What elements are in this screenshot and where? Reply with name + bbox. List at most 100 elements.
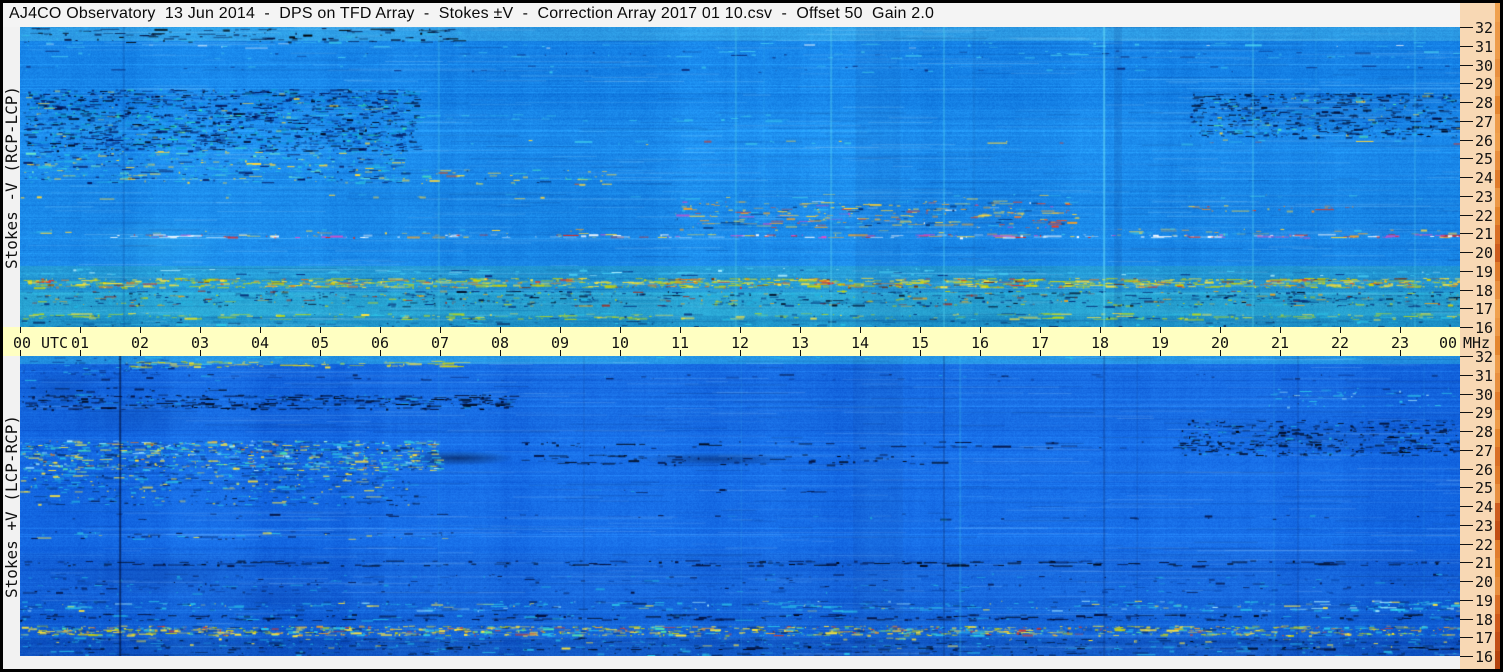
time-tick bbox=[860, 327, 861, 333]
frequency-label: 27 bbox=[1475, 113, 1494, 131]
spectrogram-top-panel bbox=[20, 27, 1460, 327]
frequency-tick bbox=[1460, 290, 1473, 291]
correction-strip-segment bbox=[1495, 613, 1500, 632]
time-tick bbox=[440, 327, 441, 333]
frequency-scale: 32 31 30 29 28 27 26 25 24 23 22 21 20 19 18 17 16 32 31 30… bbox=[1460, 3, 1500, 669]
frequency-tick bbox=[1460, 215, 1473, 216]
frequency-label: 26 bbox=[1475, 132, 1494, 150]
time-tick bbox=[320, 327, 321, 333]
correction-strip-segment bbox=[1495, 484, 1500, 503]
title-bar: AJ4CO Observatory 13 Jun 2014 - DPS on T… bbox=[3, 3, 1460, 27]
time-tick bbox=[260, 327, 261, 333]
frequency-label: 27 bbox=[1475, 442, 1494, 460]
correction-strip-segment bbox=[1495, 206, 1500, 225]
frequency-label: 24 bbox=[1475, 498, 1494, 516]
time-label: 06 bbox=[370, 334, 390, 352]
correction-strip-segment bbox=[1495, 410, 1500, 429]
correction-strip-segment bbox=[1495, 595, 1500, 614]
left-axis-top: Stokes -V (RCP-LCP) bbox=[3, 27, 21, 327]
frequency-label: 20 bbox=[1475, 573, 1494, 591]
time-label: 11 bbox=[670, 334, 690, 352]
correction-strip-segment bbox=[1495, 447, 1500, 466]
frequency-tick bbox=[1460, 656, 1473, 657]
frequency-label: 29 bbox=[1475, 75, 1494, 93]
correction-strip-segment bbox=[1495, 21, 1500, 40]
frequency-label: 23 bbox=[1475, 188, 1494, 206]
time-tick bbox=[140, 350, 141, 356]
frequency-label: 16 bbox=[1475, 648, 1494, 666]
frequency-label: 26 bbox=[1475, 461, 1494, 479]
time-axis: 00 01 02 03 04 05 06 07 08 09 10 11 12 13 14 15 16 17 18 19… bbox=[3, 327, 1461, 356]
left-axis-bottom: Stokes +V (LCP-RCP) bbox=[2, 356, 21, 656]
time-tick bbox=[1400, 327, 1401, 333]
time-tick bbox=[860, 350, 861, 356]
time-tick bbox=[980, 350, 981, 356]
time-label: 01 bbox=[70, 334, 90, 352]
time-tick bbox=[560, 350, 561, 356]
frequency-label: 22 bbox=[1475, 536, 1494, 554]
time-label: 00 bbox=[1438, 334, 1457, 352]
frequency-tick bbox=[1460, 469, 1473, 470]
frequency-tick bbox=[1460, 196, 1473, 197]
time-label: 05 bbox=[310, 334, 330, 352]
frequency-tick bbox=[1460, 487, 1473, 488]
frequency-tick bbox=[1460, 327, 1473, 328]
correction-strip-segment bbox=[1495, 114, 1500, 133]
frequency-tick bbox=[1460, 102, 1473, 103]
time-tick bbox=[920, 327, 921, 333]
correction-strip-segment bbox=[1495, 262, 1500, 281]
frequency-tick bbox=[1460, 600, 1473, 601]
correction-strip-segment bbox=[1495, 132, 1500, 151]
frequency-label: 21 bbox=[1475, 225, 1494, 243]
correction-strip-segment bbox=[1495, 299, 1500, 318]
frequency-tick bbox=[1460, 121, 1473, 122]
correction-strip-segment bbox=[1495, 169, 1500, 188]
time-label: 02 bbox=[130, 334, 150, 352]
time-label: 00 bbox=[13, 334, 32, 352]
time-tick bbox=[1340, 350, 1341, 356]
correction-color-strip bbox=[1495, 3, 1500, 669]
time-label: 23 bbox=[1390, 334, 1410, 352]
frequency-tick bbox=[1460, 525, 1473, 526]
time-tick bbox=[1280, 327, 1281, 333]
time-tick bbox=[1100, 350, 1101, 356]
time-label: 17 bbox=[1030, 334, 1050, 352]
frequency-tick bbox=[1460, 637, 1473, 638]
time-tick bbox=[1160, 327, 1161, 333]
time-label: 10 bbox=[610, 334, 630, 352]
time-label: 18 bbox=[1090, 334, 1110, 352]
frequency-label: 17 bbox=[1475, 300, 1494, 318]
frequency-tick bbox=[1460, 140, 1473, 141]
frequency-label: 25 bbox=[1475, 150, 1494, 168]
frequency-tick bbox=[1460, 83, 1473, 84]
frequency-label: 28 bbox=[1475, 423, 1494, 441]
frequency-tick bbox=[1460, 431, 1473, 432]
time-label: 20 bbox=[1210, 334, 1230, 352]
time-tick bbox=[80, 350, 81, 356]
time-tick bbox=[680, 327, 681, 333]
frequency-label: 31 bbox=[1475, 38, 1494, 56]
frequency-tick bbox=[1460, 27, 1473, 28]
frequency-tick bbox=[1460, 619, 1473, 620]
time-tick bbox=[1160, 350, 1161, 356]
correction-strip-segment bbox=[1495, 77, 1500, 96]
bottom-panel-label: Stokes +V (LCP-RCP) bbox=[2, 414, 21, 598]
frequency-label: 19 bbox=[1475, 263, 1494, 281]
frequency-tick bbox=[1460, 581, 1473, 582]
time-tick bbox=[1100, 327, 1101, 333]
time-tick bbox=[440, 350, 441, 356]
frequency-tick bbox=[1460, 252, 1473, 253]
time-tick bbox=[500, 327, 501, 333]
frequency-label: 20 bbox=[1475, 244, 1494, 262]
time-tick bbox=[680, 350, 681, 356]
time-label: 13 bbox=[790, 334, 810, 352]
time-tick bbox=[1220, 350, 1221, 356]
frequency-tick bbox=[1460, 450, 1473, 451]
frequency-label: 21 bbox=[1475, 554, 1494, 572]
time-label: 12 bbox=[730, 334, 750, 352]
correction-strip-segment bbox=[1495, 373, 1500, 392]
correction-strip-segment bbox=[1495, 40, 1500, 59]
frequency-tick bbox=[1460, 412, 1473, 413]
time-label: 04 bbox=[250, 334, 270, 352]
